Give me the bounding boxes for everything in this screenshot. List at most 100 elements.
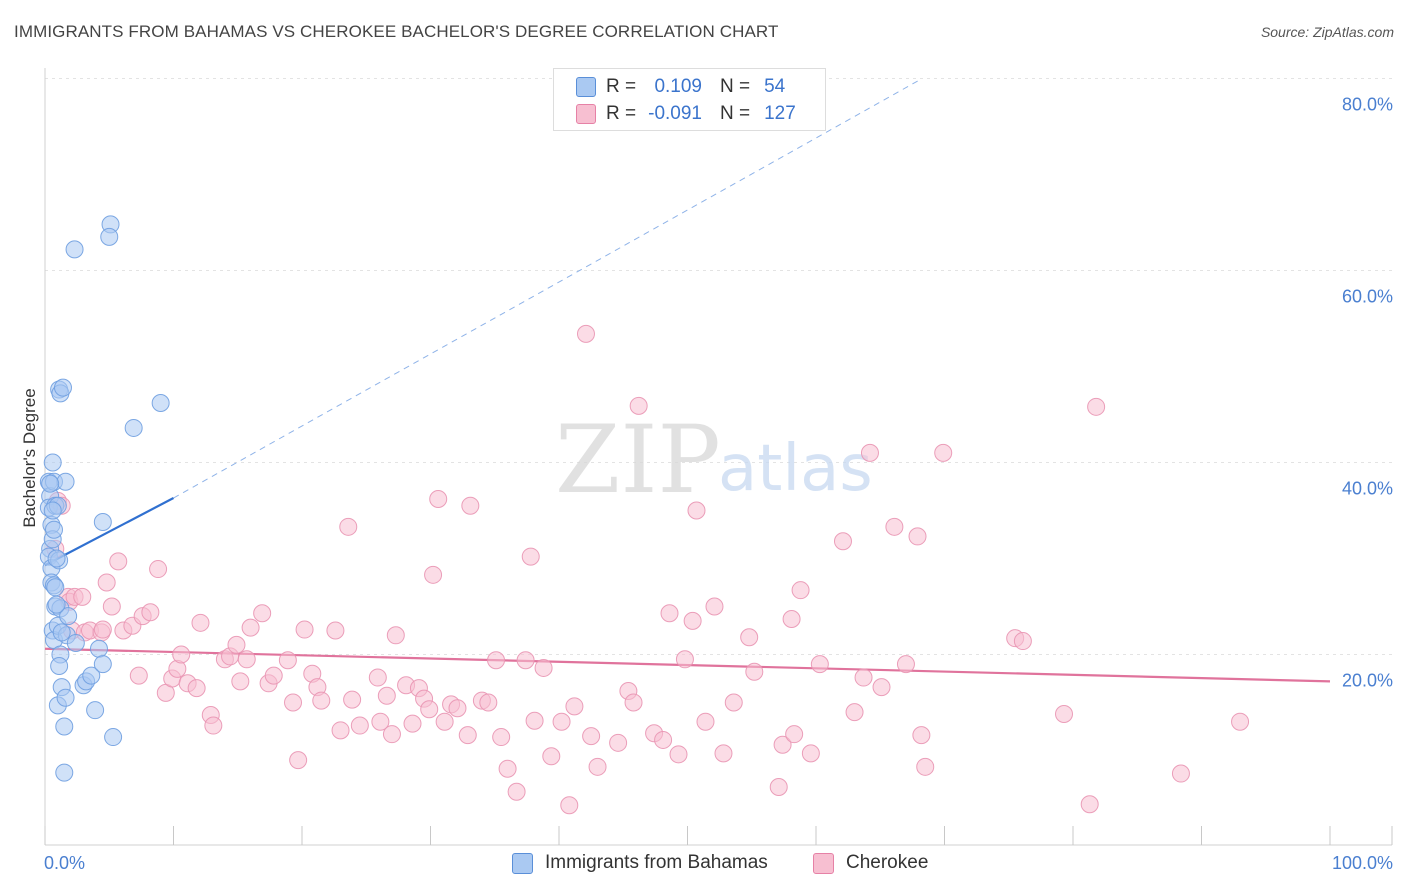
- point-cherokee: [724, 693, 743, 712]
- legend-r-label: R =: [606, 103, 637, 124]
- point-cherokee: [458, 726, 477, 745]
- x-tick-label: 100.0%: [1332, 853, 1393, 873]
- point-cherokee: [782, 609, 801, 628]
- point-bahamas: [55, 717, 74, 736]
- x-tick-labels: 0.0% 100.0%: [44, 853, 1393, 873]
- point-cherokee: [560, 796, 579, 815]
- point-cherokee: [810, 655, 829, 674]
- point-bahamas: [41, 474, 60, 493]
- point-bahamas: [82, 666, 101, 685]
- point-bahamas: [65, 240, 84, 259]
- point-cherokee: [191, 613, 210, 632]
- legend-row-cherokee: R = -0.091 N = 127: [554, 101, 796, 127]
- point-bahamas: [89, 639, 108, 658]
- point-cherokee: [714, 744, 733, 763]
- legend-r-value: -0.091: [648, 103, 702, 124]
- point-cherokee: [609, 733, 628, 752]
- point-bahamas: [86, 701, 105, 720]
- point-cherokee: [312, 691, 331, 710]
- point-cherokee: [253, 604, 272, 623]
- point-cherokee: [833, 532, 852, 551]
- series-legend-bahamas[interactable]: Immigrants from Bahamas: [512, 852, 768, 874]
- point-cherokee: [872, 678, 891, 697]
- point-cherokee: [1231, 712, 1250, 731]
- point-cherokee: [461, 496, 480, 515]
- point-cherokee: [705, 597, 724, 616]
- point-cherokee: [525, 711, 544, 730]
- series-legend-cherokee[interactable]: Cherokee: [813, 852, 928, 874]
- point-cherokee: [791, 581, 810, 600]
- point-bahamas: [100, 227, 119, 246]
- y-axis-label: Bachelor's Degree: [20, 388, 39, 527]
- point-cherokee: [343, 690, 362, 709]
- point-bahamas: [66, 633, 85, 652]
- point-cherokee: [487, 651, 506, 670]
- point-cherokee: [552, 712, 571, 731]
- point-cherokee: [1055, 705, 1074, 724]
- point-bahamas: [47, 595, 66, 614]
- point-cherokee: [382, 725, 401, 744]
- chart-title: IMMIGRANTS FROM BAHAMAS VS CHEROKEE BACH…: [14, 22, 779, 41]
- point-cherokee: [498, 759, 517, 778]
- point-cherokee: [237, 650, 256, 669]
- point-cherokee: [97, 573, 116, 592]
- series-legend: Immigrants from Bahamas Cherokee: [0, 852, 1406, 878]
- point-cherokee: [1013, 632, 1032, 651]
- point-cherokee: [629, 396, 648, 415]
- point-cherokee: [448, 699, 467, 718]
- watermark-atlas: atlas: [718, 432, 873, 506]
- point-cherokee: [264, 666, 283, 685]
- point-cherokee: [386, 626, 405, 645]
- point-bahamas: [47, 549, 66, 568]
- y-tick-label: 20.0%: [1342, 671, 1393, 691]
- point-cherokee: [654, 730, 673, 749]
- point-cherokee: [801, 744, 820, 763]
- point-bahamas: [56, 472, 75, 491]
- point-cherokee: [785, 725, 804, 744]
- point-cherokee: [420, 700, 439, 719]
- point-cherokee: [435, 712, 454, 731]
- point-bahamas: [53, 378, 72, 397]
- point-cherokee: [916, 757, 935, 776]
- point-cherokee: [479, 693, 498, 712]
- point-cherokee: [368, 668, 387, 687]
- point-bahamas: [44, 520, 63, 539]
- point-cherokee: [534, 658, 553, 677]
- point-bahamas: [93, 513, 112, 532]
- point-cherokee: [187, 679, 206, 698]
- point-bahamas: [93, 655, 112, 674]
- point-cherokee: [109, 552, 128, 571]
- point-cherokee: [371, 712, 390, 731]
- axes: [44, 68, 1393, 846]
- point-cherokee: [675, 650, 694, 669]
- point-bahamas: [55, 763, 74, 782]
- point-cherokee: [582, 727, 601, 746]
- point-cherokee: [745, 662, 764, 681]
- point-cherokee: [908, 527, 927, 546]
- legend-n-label: N =: [720, 76, 751, 97]
- point-bahamas: [50, 657, 69, 676]
- point-cherokee: [102, 597, 121, 616]
- point-cherokee: [773, 735, 792, 754]
- point-cherokee: [588, 757, 607, 776]
- point-cherokee: [769, 777, 788, 796]
- point-cherokee: [73, 587, 92, 606]
- chart-source: Source: ZipAtlas.com: [1260, 24, 1394, 40]
- point-bahamas: [43, 453, 62, 472]
- point-cherokee: [896, 655, 915, 674]
- legend-r-label: R =: [606, 76, 637, 97]
- legend-r-value: 0.109: [654, 76, 702, 97]
- x-tick-label: 0.0%: [44, 853, 85, 873]
- point-cherokee: [331, 721, 350, 740]
- series-label-cherokee: Cherokee: [846, 852, 929, 873]
- point-cherokee: [885, 517, 904, 536]
- point-cherokee: [1080, 795, 1099, 814]
- y-tick-label: 60.0%: [1342, 287, 1393, 307]
- point-cherokee: [429, 489, 448, 508]
- point-bahamas: [151, 393, 170, 412]
- point-bahamas: [43, 501, 62, 520]
- legend-n-value: 54: [764, 76, 786, 97]
- point-cherokee: [740, 628, 759, 647]
- point-cherokee: [845, 703, 864, 722]
